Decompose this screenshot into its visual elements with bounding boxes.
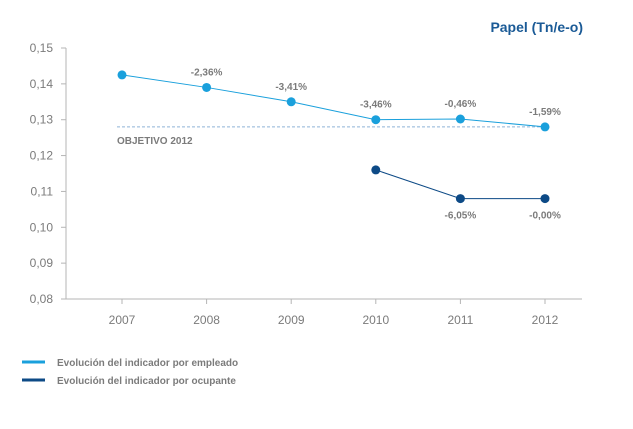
reference-line-label: OBJETIVO 2012 [117,136,193,147]
data-point [286,97,296,107]
data-point [371,165,381,175]
chart-title: Papel (Tn/e-o) [490,19,583,35]
data-point [455,114,465,124]
reference-layer: OBJETIVO 2012 [117,126,545,147]
y-tick-label: 0,08 [30,292,54,306]
data-point [117,70,127,80]
axes: 0,08 0,09 0,10 0,11 0,12 0,13 0,14 0,15 2007 2008… [30,41,582,327]
data-point [455,194,465,204]
x-tick-label: 2011 [447,313,473,327]
legend: Evolución del indicador por empleado Evol… [22,358,238,387]
series-layer: -2,36% -3,41% -3,46% -0,46% -1,59% -6,05% -0,0… [117,67,561,222]
series-group: -2,36% -3,41% -3,46% -0,46% -1,59% [117,67,561,132]
y-tick-label: 0,11 [31,184,54,198]
series-group: -6,05% -0,00% [371,165,561,222]
x-tick-label: 2007 [109,313,136,327]
data-point [540,194,550,204]
data-label: -0,00% [529,211,561,222]
y-tick-label: 0,15 [30,41,54,55]
data-point [540,122,550,132]
series-line [121,74,546,128]
legend-label: Evolución del indicador por empleado [57,358,238,369]
legend-label: Evolución del indicador por ocupante [57,376,236,387]
y-tick-label: 0,12 [30,149,54,163]
x-tick-label: 2009 [278,313,305,327]
data-point [371,115,381,125]
y-tick-label: 0,09 [30,256,54,270]
data-point [202,82,212,92]
data-label: -6,05% [445,211,477,222]
y-tick-label: 0,13 [30,113,54,127]
y-tick-label: 0,14 [30,77,54,91]
data-label: -2,36% [191,67,223,78]
y-tick-label: 0,10 [30,220,54,234]
data-label: -1,59% [529,107,561,118]
x-tick-label: 2010 [362,313,389,327]
data-label: -3,41% [275,82,307,93]
x-tick-label: 2008 [193,313,220,327]
data-label: -0,46% [445,99,477,110]
x-tick-label: 2012 [532,313,559,327]
data-label: -3,46% [360,100,392,111]
